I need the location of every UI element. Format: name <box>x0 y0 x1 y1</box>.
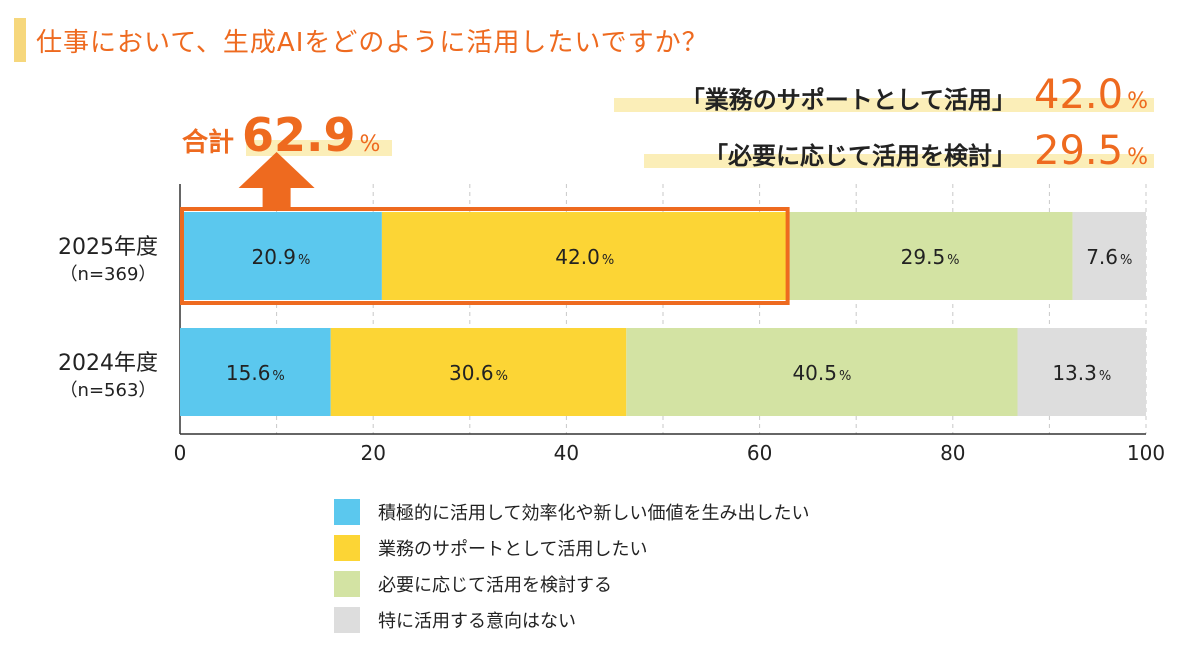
highlight-value-1: 42.0 <box>1034 72 1124 118</box>
legend-item: 特に活用する意向はない <box>334 602 809 638</box>
highlight-label-2: 「必要に応じて活用を検討」 <box>704 142 1017 170</box>
legend-swatch-1 <box>334 499 360 525</box>
highlight-unit-1: % <box>1127 89 1148 114</box>
bar-value-label: 40.5% <box>792 361 851 385</box>
title-accent-bar <box>14 18 26 62</box>
bar-segment <box>1072 212 1146 300</box>
highlight-row-2: 「必要に応じて活用を検討」 29.5 % <box>704 128 1148 174</box>
highlight-value-2: 29.5 <box>1034 128 1124 174</box>
highlight-overlay <box>180 152 790 305</box>
category-label: 2025年度 <box>58 235 158 260</box>
category-sublabel: （n=369） <box>60 264 157 285</box>
x-tick-label: 0 <box>174 441 187 465</box>
category-label: 2024年度 <box>58 351 158 376</box>
bar-segment <box>180 212 382 300</box>
category-labels: 2025年度 （n=369） 2024年度 （n=563） <box>58 235 158 401</box>
total-value: 62.9 <box>242 108 356 162</box>
legend-item: 業務のサポートとして活用したい <box>334 530 809 566</box>
legend-item: 積極的に活用して効率化や新しい価値を生み出したい <box>334 494 809 530</box>
category-sublabel: （n=563） <box>60 380 157 401</box>
bar-segment <box>381 212 788 300</box>
total-label: 合計 <box>182 128 235 158</box>
bar-segment <box>626 328 1018 416</box>
highlight-underline-2 <box>644 154 1154 168</box>
total-underline <box>246 140 392 156</box>
chart-title: 仕事において、生成AIをどのように活用したいですか？ <box>36 28 709 58</box>
x-tick-label: 40 <box>554 441 579 465</box>
legend-label-3: 必要に応じて活用を検討する <box>378 575 612 596</box>
x-tick-label: 20 <box>360 441 385 465</box>
bar-segment <box>1017 328 1146 416</box>
legend-swatch-2 <box>334 535 360 561</box>
up-arrow-head <box>238 152 315 188</box>
highlight-row-1: 「業務のサポートとして活用」 42.0 % <box>681 72 1148 118</box>
x-tick-label: 80 <box>940 441 965 465</box>
legend-label-1: 積極的に活用して効率化や新しい価値を生み出したい <box>378 503 810 524</box>
bar-segment <box>180 328 331 416</box>
bar-segment <box>330 328 627 416</box>
x-tick-labels: 0 20 40 60 80 100 <box>174 441 1165 465</box>
highlight-unit-2: % <box>1127 145 1148 170</box>
highlight-underline-1 <box>614 98 1154 112</box>
bar-segment <box>787 212 1073 300</box>
x-tick-label: 60 <box>747 441 772 465</box>
total-callout: 合計 62.9 % <box>182 108 380 162</box>
legend-label-2: 業務のサポートとして活用したい <box>378 539 648 560</box>
legend-label-4: 特に活用する意向はない <box>378 611 576 632</box>
highlight-label-1: 「業務のサポートとして活用」 <box>680 86 1017 114</box>
legend-swatch-4 <box>334 607 360 633</box>
up-arrow-shaft <box>262 186 291 210</box>
legend-swatch-3 <box>334 571 360 597</box>
x-tick-label: 100 <box>1127 441 1165 465</box>
legend-item: 必要に応じて活用を検討する <box>334 566 809 602</box>
bars: 20.9% 42.0% 29.5% 7.6 %15.6% 30.6% 40.5% 13.3% <box>180 212 1146 416</box>
total-unit: % <box>359 132 381 157</box>
legend: 積極的に活用して効率化や新しい価値を生み出したい 業務のサポートとして活用したい… <box>334 494 809 638</box>
highlight-box <box>180 207 790 305</box>
